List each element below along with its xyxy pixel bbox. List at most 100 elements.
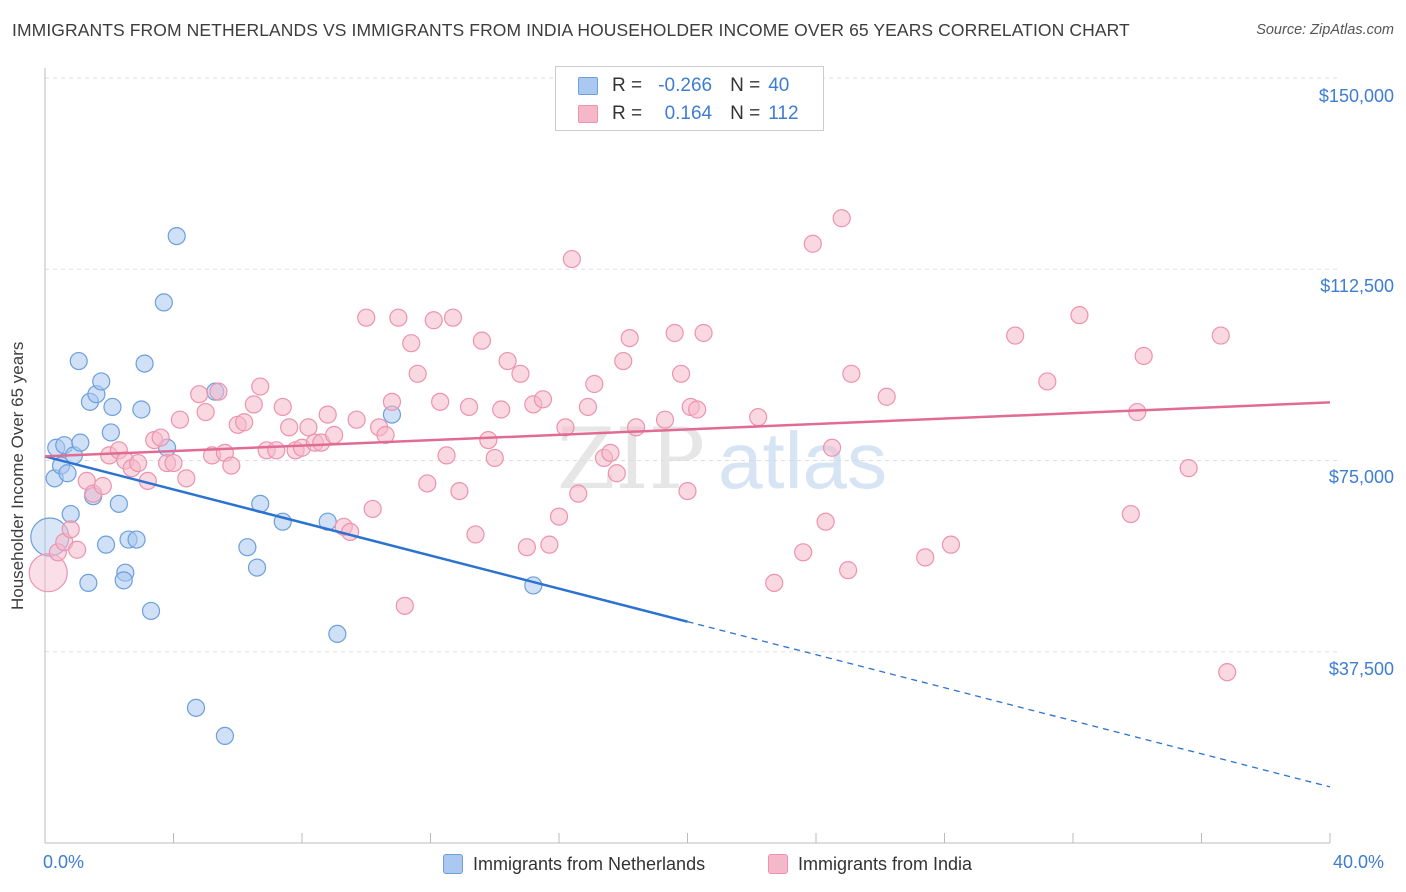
legend-r-label: R = [612,103,643,124]
data-point [437,446,456,465]
data-point [196,402,215,422]
data-point [127,530,146,549]
data-point [1134,346,1153,366]
stats-legend: R = -0.266 N = 40 R = 0.164 N = 112 [555,66,824,131]
data-point [247,558,267,577]
data-point [79,573,98,593]
data-point [92,372,111,391]
data-point [626,418,646,437]
data-point [517,538,536,557]
data-point [479,431,498,450]
series-label-netherlands: Immigrants from Netherlands [473,853,706,874]
data-point [151,428,170,447]
data-point [109,494,128,513]
data-point [765,573,784,593]
data-point [832,209,851,228]
legend-swatch-netherlands [578,77,598,95]
data-point [170,410,190,429]
data-point [71,433,90,452]
legend-swatch-india [578,105,598,123]
data-point [498,351,517,371]
data-point [1006,326,1025,345]
data-point [665,323,684,343]
data-point [389,308,408,327]
series-legend-india: Immigrants from India [768,852,972,876]
data-point [408,364,427,383]
data-point [671,364,691,383]
data-point [363,499,382,519]
series-swatch-netherlands [443,854,463,874]
y-tick-label: $150,000 [1318,86,1394,106]
india-points [28,209,1237,682]
india-trend-line [44,401,1331,458]
legend-r-value: -0.266 [658,75,713,96]
data-point [129,453,148,473]
data-point [655,410,675,429]
data-point [238,538,257,557]
data-point [222,456,241,475]
data-point [1070,306,1089,325]
data-point [803,234,822,253]
data-point [190,385,209,404]
series-legend-netherlands: Immigrants from Netherlands [443,852,705,876]
data-point [347,410,366,429]
data-point [325,425,344,445]
data-point [694,323,713,343]
data-point [402,334,421,353]
data-point [318,405,337,424]
data-point [273,397,292,417]
data-point [424,311,443,330]
data-point [556,418,575,437]
series-swatch-india [768,854,788,874]
data-point [69,351,88,371]
y-tick-label: $112,500 [1320,276,1394,296]
data-point [601,443,620,462]
data-point [186,698,206,717]
data-point [569,484,588,503]
data-point [114,571,133,590]
data-point [540,535,559,554]
data-point [916,548,935,567]
data-point [341,522,360,542]
data-point [1128,402,1147,422]
data-point [620,329,639,348]
data-point [585,374,604,394]
data-point [1179,459,1198,478]
data-point [877,387,896,406]
data-point [688,400,707,419]
data-point [678,482,697,501]
netherlands-points [30,227,543,746]
legend-n-value: 112 [768,103,799,124]
data-point [251,377,270,396]
data-point [562,249,581,269]
data-point [607,464,626,483]
data-point [141,601,161,621]
legend-n-value: 40 [768,75,790,96]
data-point [132,400,151,419]
data-point [167,227,186,246]
data-point [93,476,112,496]
data-point [822,438,842,457]
data-point [459,397,479,417]
data-point [267,441,286,460]
legend-n-label: N = [730,103,761,124]
data-point [1218,663,1237,682]
data-point [395,596,414,615]
data-point [1211,326,1230,345]
data-point [418,474,437,493]
y-tick-label: $75,000 [1328,467,1394,487]
data-point [135,354,154,373]
data-point [492,400,511,419]
data-point [376,425,395,445]
data-point [328,624,347,644]
data-point [244,395,263,414]
y-axis-label: Householder Income Over 65 years [8,341,27,610]
series-label-india: Immigrants from India [798,853,973,874]
data-point [177,469,196,488]
legend-r-label: R = [612,75,643,96]
data-point [103,397,122,417]
watermark-atlas: atlas [718,416,887,505]
data-point [839,561,858,580]
data-point [749,408,768,427]
legend-row-india: R = 0.164 N = 112 [578,102,817,126]
